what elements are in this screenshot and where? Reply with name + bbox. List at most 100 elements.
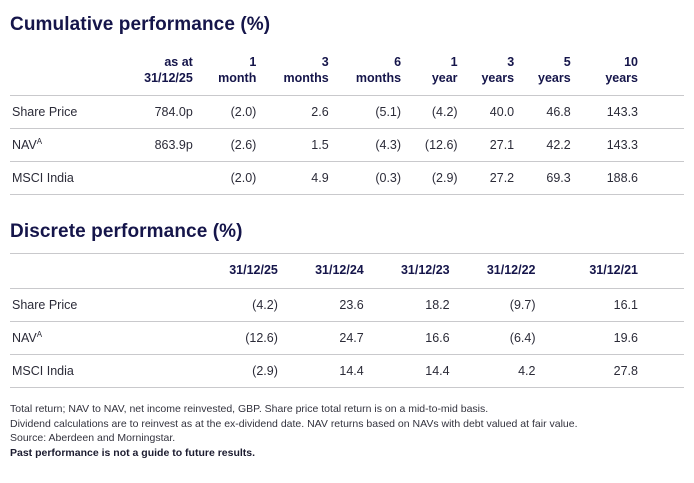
value-cell: (2.9) bbox=[252, 363, 278, 378]
header-line2: months bbox=[283, 70, 329, 85]
empty-header-cell bbox=[10, 46, 122, 96]
value-cell: (4.2) bbox=[431, 105, 458, 120]
value-cell: 23.6 bbox=[339, 297, 364, 312]
value-cell: (0.3) bbox=[375, 171, 402, 186]
value-cell: (2.9) bbox=[431, 171, 458, 186]
row-label: MSCI India bbox=[10, 162, 122, 195]
value-cell: (9.7) bbox=[509, 297, 536, 312]
header-line1: 1 bbox=[450, 55, 458, 69]
value-cell: 14.4 bbox=[425, 363, 450, 378]
value-cell: (2.0) bbox=[230, 105, 257, 120]
row-label: NAVA bbox=[10, 129, 122, 162]
discrete-performance-title: Discrete performance (%) bbox=[10, 221, 243, 243]
value-cell: 16.1 bbox=[613, 297, 638, 312]
footnote-past-performance: Past performance is not a guide to futur… bbox=[10, 446, 256, 459]
header-line1: 1 bbox=[249, 55, 257, 69]
footnote-source: Source: Aberdeen and Morningstar. bbox=[10, 432, 176, 445]
row-label-text: NAV bbox=[12, 330, 37, 345]
value-cell: (6.4) bbox=[509, 330, 536, 345]
value-cell: (4.3) bbox=[375, 138, 402, 153]
table-row-msci-india: MSCI India (2.0) 4.9 (0.3) (2.9) 27.2 69… bbox=[10, 162, 684, 195]
table-row-share-price: Share Price (4.2) 23.6 18.2 (9.7) 16.1 bbox=[10, 288, 684, 322]
discrete-performance-table: 31/12/25 31/12/24 31/12/23 31/12/22 31/1… bbox=[10, 253, 684, 388]
row-label-text: NAV bbox=[12, 138, 37, 153]
value-cell: 2.6 bbox=[311, 105, 329, 120]
footnotes-block: Total return; NAV to NAV, net income rei… bbox=[10, 402, 684, 461]
row-label: Share Price bbox=[10, 96, 122, 129]
value-cell: 19.6 bbox=[613, 330, 638, 345]
column-header-1-year: 1 year bbox=[407, 46, 464, 96]
cumulative-performance-table: as at 31/12/25 1 month 3 months 6 months… bbox=[10, 46, 684, 195]
column-header-31-12-21: 31/12/21 bbox=[589, 263, 638, 278]
value-cell: (12.6) bbox=[245, 330, 278, 345]
value-cell: 46.8 bbox=[546, 105, 571, 120]
header-line1: 6 bbox=[394, 55, 402, 69]
value-cell: (4.2) bbox=[252, 297, 278, 312]
value-cell: 40.0 bbox=[489, 105, 515, 120]
value-cell: 14.4 bbox=[339, 363, 364, 378]
value-cell: (12.6) bbox=[424, 138, 458, 153]
value-cell: 863.9p bbox=[154, 138, 193, 153]
value-cell: 69.3 bbox=[546, 171, 571, 186]
header-line2: years bbox=[538, 70, 571, 85]
value-cell: 188.6 bbox=[606, 171, 638, 186]
header-line2: years bbox=[481, 70, 515, 85]
column-header-31-12-24: 31/12/24 bbox=[315, 263, 364, 278]
header-line2: years bbox=[605, 70, 638, 85]
header-line1: 10 bbox=[624, 55, 638, 69]
column-header-1-month: 1 month bbox=[199, 46, 263, 96]
column-header-31-12-22: 31/12/22 bbox=[486, 263, 536, 278]
header-line1: 3 bbox=[507, 55, 515, 69]
header-line2: month bbox=[218, 70, 257, 85]
header-line1: as at bbox=[164, 55, 193, 69]
column-header-6-months: 6 months bbox=[335, 46, 407, 96]
row-label: Share Price bbox=[10, 288, 198, 321]
table-row-share-price: Share Price 784.0p (2.0) 2.6 (5.1) (4.2)… bbox=[10, 96, 684, 129]
row-label: NAVA bbox=[10, 321, 198, 354]
value-cell: 24.7 bbox=[339, 330, 364, 345]
header-line1: 5 bbox=[563, 55, 571, 69]
header-line2: 31/12/25 bbox=[144, 70, 193, 85]
row-label-text: MSCI India bbox=[12, 171, 74, 186]
header-line1: 3 bbox=[321, 55, 329, 69]
cumulative-header-row: as at 31/12/25 1 month 3 months 6 months… bbox=[10, 46, 684, 96]
value-cell: 143.3 bbox=[606, 138, 638, 153]
table-row-nav: NAVA 863.9p (2.6) 1.5 (4.3) (12.6) 27.1 … bbox=[10, 129, 684, 162]
value-cell: 16.6 bbox=[425, 330, 450, 345]
footnote-total-return: Total return; NAV to NAV, net income rei… bbox=[10, 402, 489, 415]
row-label-text: Share Price bbox=[12, 105, 78, 120]
header-line2: year bbox=[431, 70, 458, 85]
value-cell: 27.1 bbox=[489, 138, 515, 153]
value-cell: 1.5 bbox=[311, 138, 329, 153]
value-cell: 27.8 bbox=[613, 363, 638, 378]
row-label-text: Share Price bbox=[12, 297, 78, 312]
empty-header-cell bbox=[10, 254, 198, 289]
table-row-nav: NAVA (12.6) 24.7 16.6 (6.4) 19.6 bbox=[10, 321, 684, 355]
column-header-10-years: 10 years bbox=[577, 46, 684, 96]
value-cell: 42.2 bbox=[546, 138, 571, 153]
column-header-as-at: as at 31/12/25 bbox=[122, 46, 199, 96]
value-cell bbox=[122, 162, 199, 195]
footnote-marker: A bbox=[36, 329, 43, 339]
header-line2: months bbox=[355, 70, 402, 85]
row-label-text: MSCI India bbox=[12, 363, 74, 378]
column-header-31-12-25: 31/12/25 bbox=[229, 263, 278, 278]
discrete-header-row: 31/12/25 31/12/24 31/12/23 31/12/22 31/1… bbox=[10, 253, 684, 289]
footnote-marker: A bbox=[36, 137, 43, 147]
performance-page: Cumulative performance (%) as at 31/12/2… bbox=[10, 14, 684, 461]
footnote-dividend: Dividend calculations are to reinvest as… bbox=[10, 417, 578, 430]
column-header-31-12-23: 31/12/23 bbox=[400, 263, 450, 278]
value-cell: (2.6) bbox=[230, 138, 257, 153]
value-cell: 4.9 bbox=[311, 171, 329, 186]
table-row-msci-india: MSCI India (2.9) 14.4 14.4 4.2 27.8 bbox=[10, 354, 684, 388]
value-cell: 18.2 bbox=[425, 297, 450, 312]
value-cell: 4.2 bbox=[518, 363, 536, 378]
cumulative-performance-title: Cumulative performance (%) bbox=[10, 14, 271, 35]
row-label: MSCI India bbox=[10, 354, 198, 387]
column-header-5-years: 5 years bbox=[520, 46, 577, 96]
value-cell: 784.0p bbox=[154, 105, 193, 120]
value-cell: 27.2 bbox=[489, 171, 515, 186]
value-cell: 143.3 bbox=[606, 105, 638, 120]
value-cell: (5.1) bbox=[375, 105, 402, 120]
column-header-3-months: 3 months bbox=[262, 46, 334, 96]
